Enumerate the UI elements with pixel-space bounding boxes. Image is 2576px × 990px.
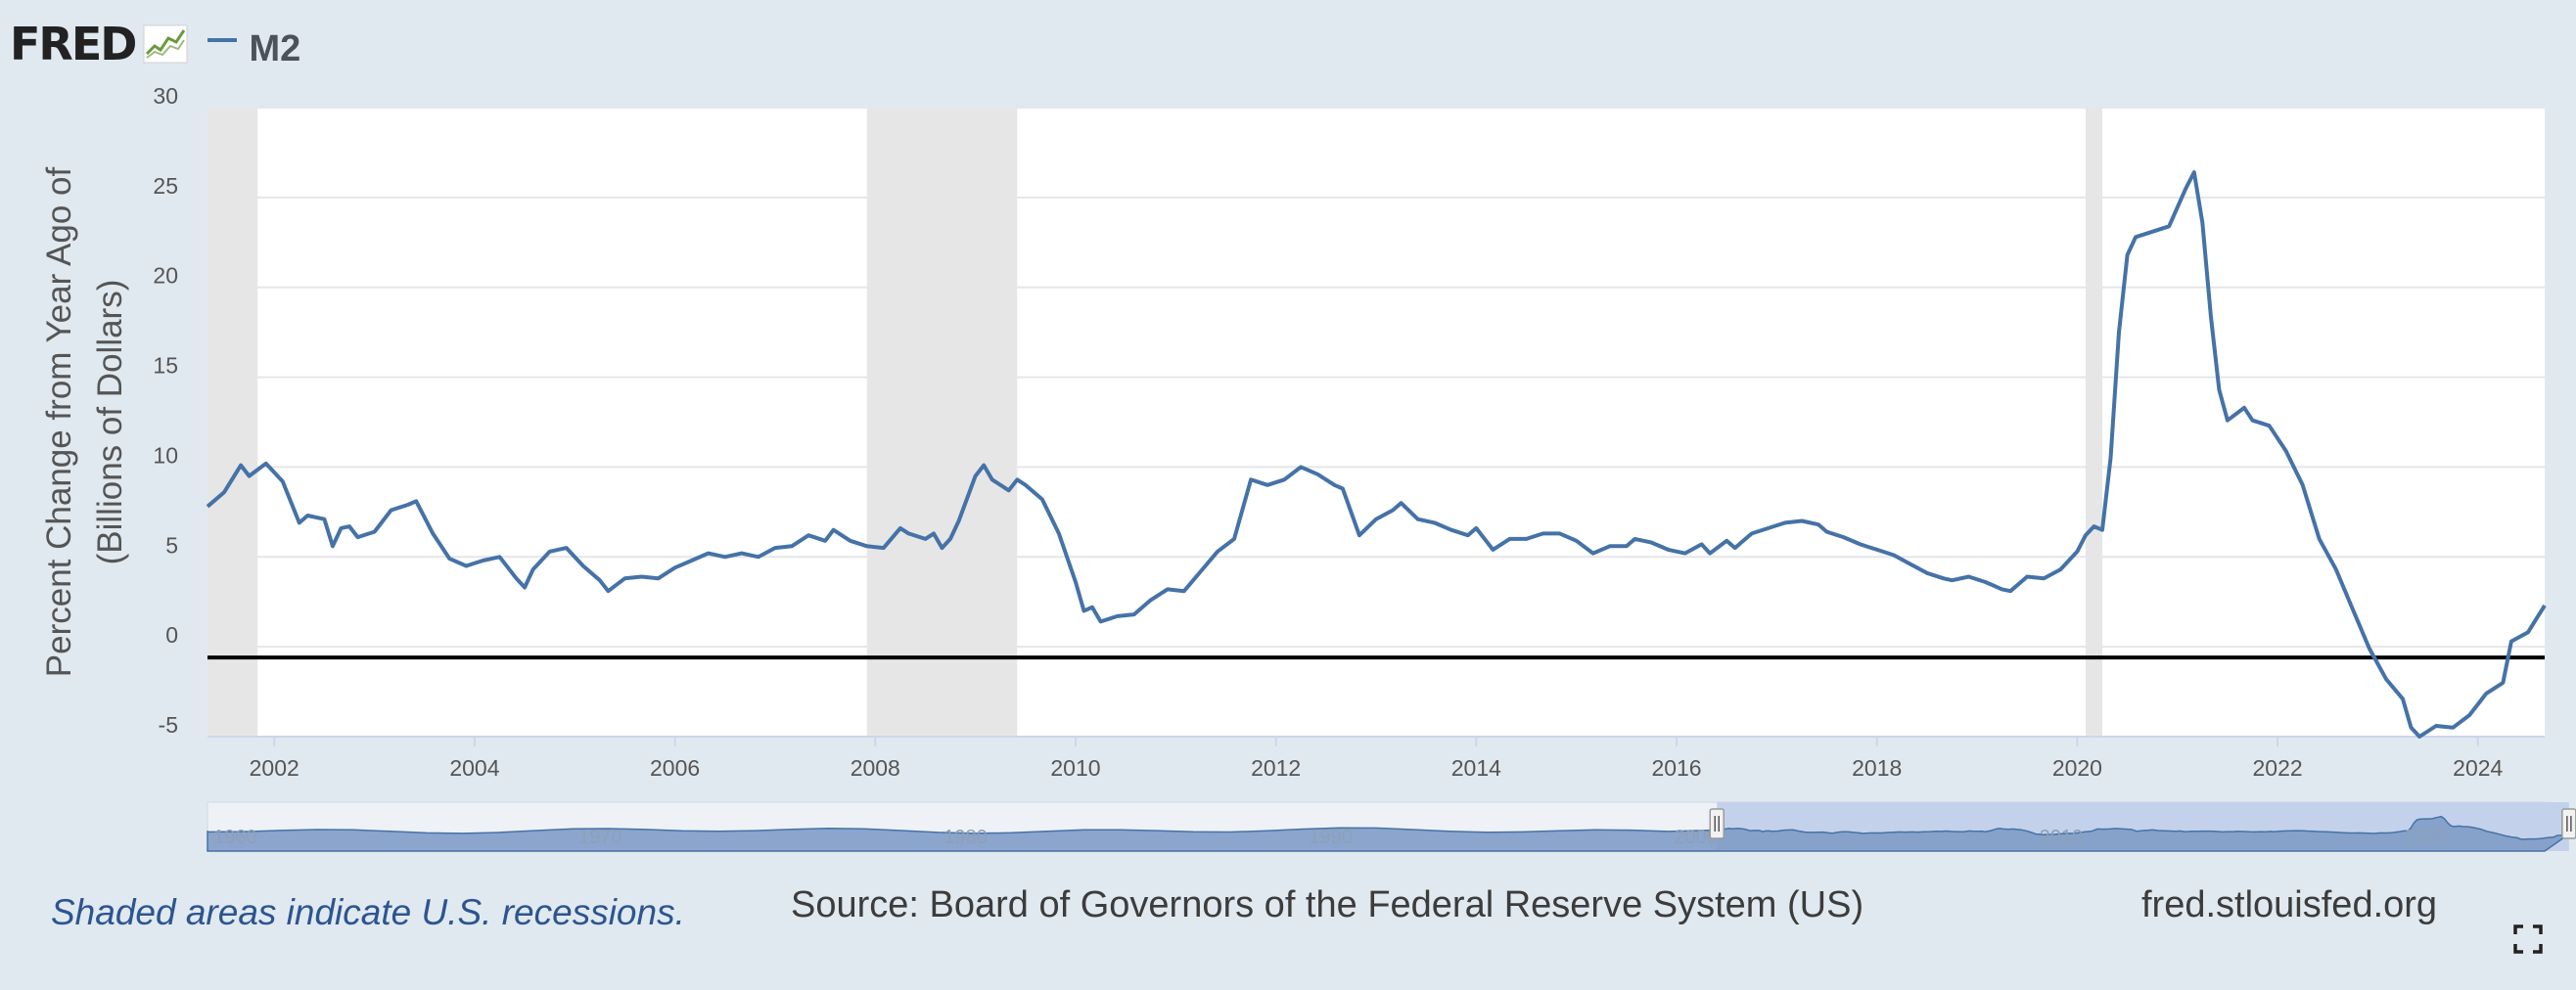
x-tick-label: 2002 [250,755,299,781]
x-tick-label: 2010 [1050,755,1100,781]
y-tick-label: 0 [165,622,178,648]
legend[interactable]: M2 [207,19,300,70]
x-tick-label: 2024 [2453,755,2503,781]
x-tick-label: 2014 [1451,755,1501,781]
legend-label: M2 [249,27,301,69]
x-tick-label: 2022 [2252,755,2302,781]
y-tick-label: 25 [153,173,178,199]
x-tick-label: 2016 [1651,755,1701,781]
recession-note: Shaded areas indicate U.S. recessions. [51,892,685,932]
chart-header: FRED M2 [10,10,300,78]
plot-background [207,108,2545,737]
y-tick-label: 5 [165,532,178,558]
navigator-tick-label: 2000 [1675,827,1719,848]
x-tick-label: 2020 [2052,755,2102,781]
navigator-tick-label: 1990 [1309,827,1353,848]
series-line-m2 [206,170,2547,739]
navigator-handle-left[interactable] [1709,808,1725,839]
chart-area: -5 0 5 10 15 20 25 30 2002 2004 2006 2008 2010 2012 20… [40,83,2576,852]
y-axis-label: Percent Change from Year Ago of (Billions… [40,166,129,677]
navigator-series [207,815,2570,852]
recession-band [2085,108,2102,737]
fullscreen-icon[interactable] [2513,924,2543,954]
y-tick-label: 15 [153,353,178,379]
y-tick-label: -5 [159,712,178,738]
recession-band [866,108,1018,737]
y-tick-label: 20 [153,263,178,289]
x-tick-label: 2008 [851,755,900,781]
navigator-tick-label: 2010 [2040,827,2084,848]
navigator-tick-label: 1970 [578,827,622,848]
x-tick-label: 2018 [1852,755,1902,781]
y-tick-label: 10 [153,442,178,468]
source-credit: Source: Board of Governors of the Federa… [791,884,1864,925]
legend-swatch [207,38,238,42]
site-link[interactable]: fred.stlouisfed.org [2141,884,2438,925]
y-tick-label: 30 [153,83,178,109]
x-tick-label: 2006 [650,755,700,781]
navigator-tick-label: 1960 [213,827,257,848]
navigator-tick-label: 2020 [2405,827,2449,848]
navigator-tick-label: 1980 [943,827,988,848]
fred-logo[interactable]: FRED [10,18,137,70]
line-graph-icon [143,24,188,64]
navigator-handle-right[interactable] [2561,808,2576,839]
x-tick-label: 2012 [1251,755,1301,781]
x-tick-label: 2004 [449,755,499,781]
recession-band [207,108,258,737]
